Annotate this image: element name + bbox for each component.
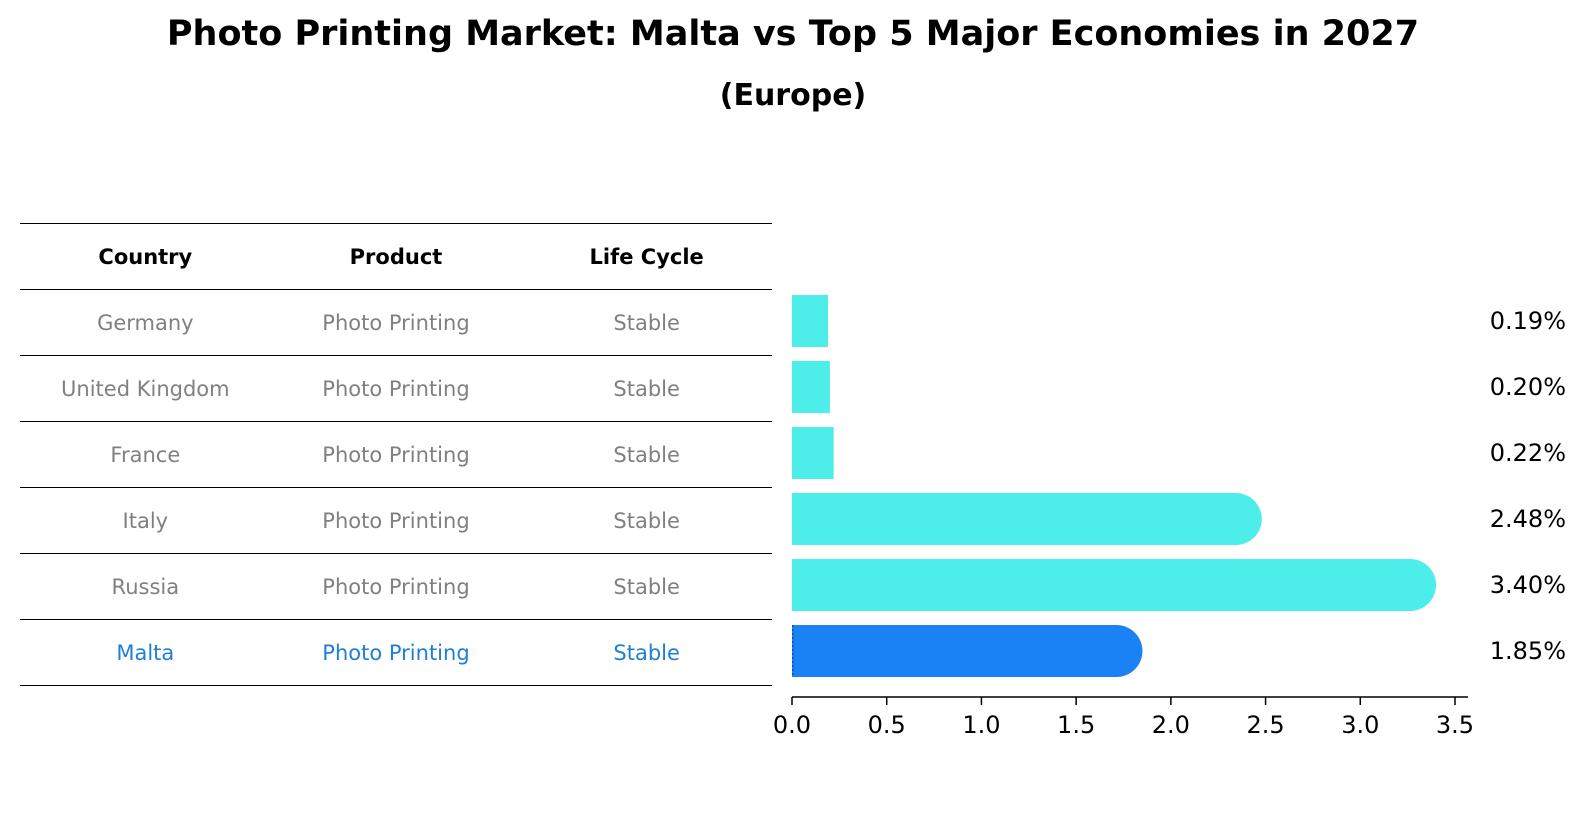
table-row: United Kingdom Photo Printing Stable	[20, 355, 772, 422]
x-tick-label: 3.0	[1341, 711, 1379, 739]
cell-life-cycle: Stable	[521, 487, 772, 554]
table-header-row: Country Product Life Cycle	[20, 223, 772, 290]
header-country: Country	[20, 223, 271, 290]
value-label: 1.85%	[1490, 637, 1566, 665]
bar-russia	[792, 559, 1437, 611]
table-row: Russia Photo Printing Stable	[20, 553, 772, 620]
cell-country: France	[20, 421, 271, 488]
cell-life-cycle: Stable	[521, 553, 772, 620]
cell-product: Photo Printing	[270, 289, 522, 356]
cell-product: Photo Printing	[270, 421, 522, 488]
chart-title: Photo Printing Market: Malta vs Top 5 Ma…	[166, 14, 1420, 54]
country-table: Country Product Life Cycle Germany Photo…	[20, 223, 772, 686]
bar-germany	[792, 295, 828, 347]
cell-life-cycle: Stable	[521, 619, 772, 686]
value-label: 0.22%	[1490, 439, 1566, 467]
table-row: Italy Photo Printing Stable	[20, 487, 772, 554]
cell-product: Photo Printing	[270, 355, 522, 422]
bar-france	[792, 427, 834, 479]
cell-country: Russia	[20, 553, 271, 620]
cell-life-cycle: Stable	[521, 421, 772, 488]
value-label: 2.48%	[1490, 505, 1566, 533]
chart-subtitle: (Europe)	[719, 78, 867, 113]
value-label: 0.20%	[1490, 373, 1566, 401]
cell-country: United Kingdom	[20, 355, 271, 422]
header-product: Product	[270, 223, 522, 290]
x-tick-label: 2.0	[1152, 711, 1190, 739]
cell-country: Germany	[20, 289, 271, 356]
table-row: Germany Photo Printing Stable	[20, 289, 772, 356]
x-tick-label: 3.5	[1436, 711, 1474, 739]
cell-product: Photo Printing	[270, 487, 522, 554]
x-tick-label: 1.0	[962, 711, 1000, 739]
value-label: 3.40%	[1490, 571, 1566, 599]
cell-life-cycle: Stable	[521, 355, 772, 422]
bar-italy	[792, 493, 1262, 545]
cell-product: Photo Printing	[270, 619, 522, 686]
x-tick-label: 0.0	[773, 711, 811, 739]
cell-life-cycle: Stable	[521, 289, 772, 356]
table-row-highlight: Malta Photo Printing Stable	[20, 619, 772, 686]
x-tick-label: 0.5	[868, 711, 906, 739]
cell-product: Photo Printing	[270, 553, 522, 620]
bar-malta	[792, 625, 1143, 677]
x-tick-label: 2.5	[1246, 711, 1284, 739]
table-row: France Photo Printing Stable	[20, 421, 772, 488]
value-label: 0.19%	[1490, 307, 1566, 335]
x-tick-label: 1.5	[1057, 711, 1095, 739]
cell-country: Italy	[20, 487, 271, 554]
cell-country: Malta	[20, 619, 271, 686]
bar-united-kingdom	[792, 361, 830, 413]
header-life-cycle: Life Cycle	[521, 223, 772, 290]
